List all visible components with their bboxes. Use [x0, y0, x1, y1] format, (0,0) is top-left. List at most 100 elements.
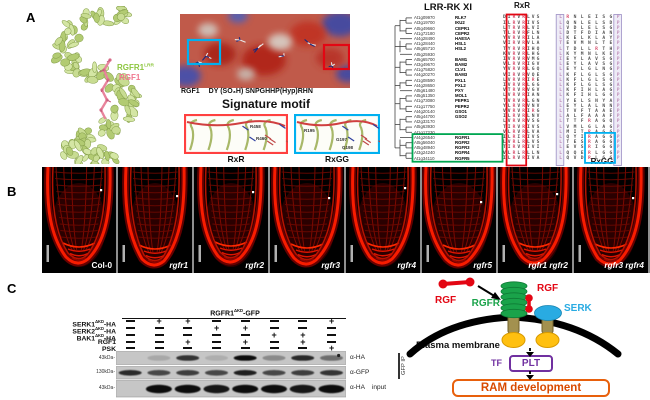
matrix-mark	[210, 344, 224, 352]
matrix-mark: +	[300, 330, 306, 340]
matrix-mark	[123, 331, 137, 339]
tree-leaf: At3g49670 BAM2	[414, 62, 468, 67]
scale-bar	[426, 245, 429, 262]
structure-svg	[51, 3, 142, 171]
matrix-mark	[325, 331, 339, 339]
panel-c-label: C	[7, 281, 17, 296]
scale-bar	[46, 245, 49, 262]
scale-bar	[502, 245, 505, 262]
marker-dot	[176, 195, 179, 198]
matrix-mark	[296, 324, 310, 332]
tree-leaf: At5g65710 HSL2	[414, 46, 466, 52]
matrix-mark	[210, 331, 224, 339]
root-image: Col-0	[42, 167, 116, 273]
genotype-label: Col-0	[92, 261, 113, 270]
matrix-mark	[267, 344, 281, 352]
alignment-rxr-label: RxR	[513, 1, 530, 10]
tree-leaf: At5g48940 RGFR3	[414, 145, 470, 151]
matrix-mark	[152, 331, 166, 339]
genotype-label: rgfr3	[321, 261, 340, 270]
tree-leaf: At1g08590 PXL1	[414, 77, 466, 83]
western-blot-strips	[115, 351, 347, 398]
rgfr1-lrr-structure	[30, 3, 180, 171]
matrix-mark	[238, 331, 252, 339]
matrix-mark	[123, 344, 137, 352]
rxgg-motif-inset: R195 G197 G198	[293, 113, 385, 155]
tree-leaf: At1g17230	[414, 129, 435, 135]
root-image: rgfr1 rgfr2	[498, 167, 572, 273]
rgfr1-structure-label: RGFR1LRR	[117, 63, 154, 72]
matrix-mark	[238, 317, 252, 325]
marker-dot	[556, 193, 559, 196]
schematic-svg	[406, 277, 622, 380]
matrix-mark: +	[185, 337, 191, 347]
marker-dot	[404, 187, 407, 190]
gfp-ip-bracket	[398, 353, 400, 379]
plasma-membrane-label: Plasma membrane	[416, 340, 500, 351]
tree-leaf: At4g20270 BAM3	[414, 72, 468, 78]
matrix-mark: +	[329, 343, 335, 353]
mw-marker: 43kDa-	[98, 384, 115, 391]
tree-leaf: At3g19700 IKU2	[414, 20, 465, 26]
tree-leaf: At5g44700 GSO2	[414, 114, 467, 119]
marker-dot	[480, 201, 483, 204]
tree-leaf: At1g72180 CEPR2	[414, 30, 470, 36]
blot-header: RGFR1ΔKD-GFP	[210, 308, 260, 318]
tree-leaf: At5g49660 CEPR1	[414, 25, 470, 31]
mw-marker: 130kDa-	[96, 369, 115, 375]
serk-coreceptor-label: SERK	[564, 303, 592, 314]
matrix-mark	[152, 344, 166, 352]
blot-row-label: RGF1	[97, 339, 116, 346]
blot-header-line	[122, 318, 346, 319]
tree-leaf: At5g63930	[414, 124, 435, 130]
antibody-label: α-HA	[350, 354, 365, 361]
tree-leaf: At1g28440 HSL1	[414, 41, 466, 47]
root-image: rgfr5	[422, 167, 496, 273]
tree-branches	[394, 17, 504, 163]
matrix-mark: +	[156, 316, 162, 326]
tree-leaf: At1g17750 PEPR2	[414, 103, 470, 109]
matrix-mark: +	[271, 330, 277, 340]
matrix-mark	[296, 317, 310, 325]
rgf-ligand-label: RGF	[435, 295, 457, 306]
matrix-mark	[325, 324, 339, 332]
mw-marker: 43kDa-	[98, 355, 115, 361]
matrix-mark	[325, 338, 339, 346]
tree-leaf: At5g65700 BAM1	[414, 56, 468, 62]
tree-leaf: At1g09970 RLK7	[414, 15, 467, 21]
matrix-mark	[267, 317, 281, 325]
antibody-label: α-GFP	[350, 368, 370, 376]
matrix-mark	[296, 344, 310, 352]
matrix-mark	[210, 317, 224, 325]
panel-a-label: A	[26, 10, 36, 25]
matrix-mark: +	[214, 323, 220, 333]
root-image: rgfr2	[194, 167, 268, 273]
matrix-mark	[267, 324, 281, 332]
matrix-mark	[210, 338, 224, 346]
signaling-schematic: RGF RGFR RGF SERK Plasma membrane TF PLT…	[390, 276, 650, 400]
tree-leaf: At5g25930	[414, 51, 435, 57]
genotype-label: rgfr3 rgfr4	[604, 261, 644, 270]
rgfr-clade-box	[411, 133, 504, 163]
tree-leaf: At4g28650 PXL2	[414, 82, 466, 88]
electrostatic-surface	[171, 9, 360, 88]
matrix-mark	[181, 331, 195, 339]
blot-row-label: BAK1ΔKD-HA	[76, 333, 116, 343]
root-image: rgfr1	[118, 167, 192, 273]
residue-label: R195	[304, 128, 315, 133]
marker-dot	[100, 189, 103, 192]
marker-dot	[328, 197, 331, 200]
panel-b-label: B	[7, 184, 17, 199]
genotype-label: rgfr1 rgfr2	[528, 261, 568, 270]
tree-leaf: At1g75820 CLV1	[414, 67, 466, 73]
matrix-mark	[238, 344, 252, 352]
surface-svg	[171, 9, 360, 88]
matrix-mark	[267, 338, 281, 346]
matrix-mark: +	[185, 316, 191, 326]
plus-minus-matrix: + + + + + + + + + + +	[118, 316, 358, 354]
matrix-mark: +	[300, 337, 306, 347]
motif-rxgg-holder-svg: R195 G197 G198	[293, 113, 385, 155]
